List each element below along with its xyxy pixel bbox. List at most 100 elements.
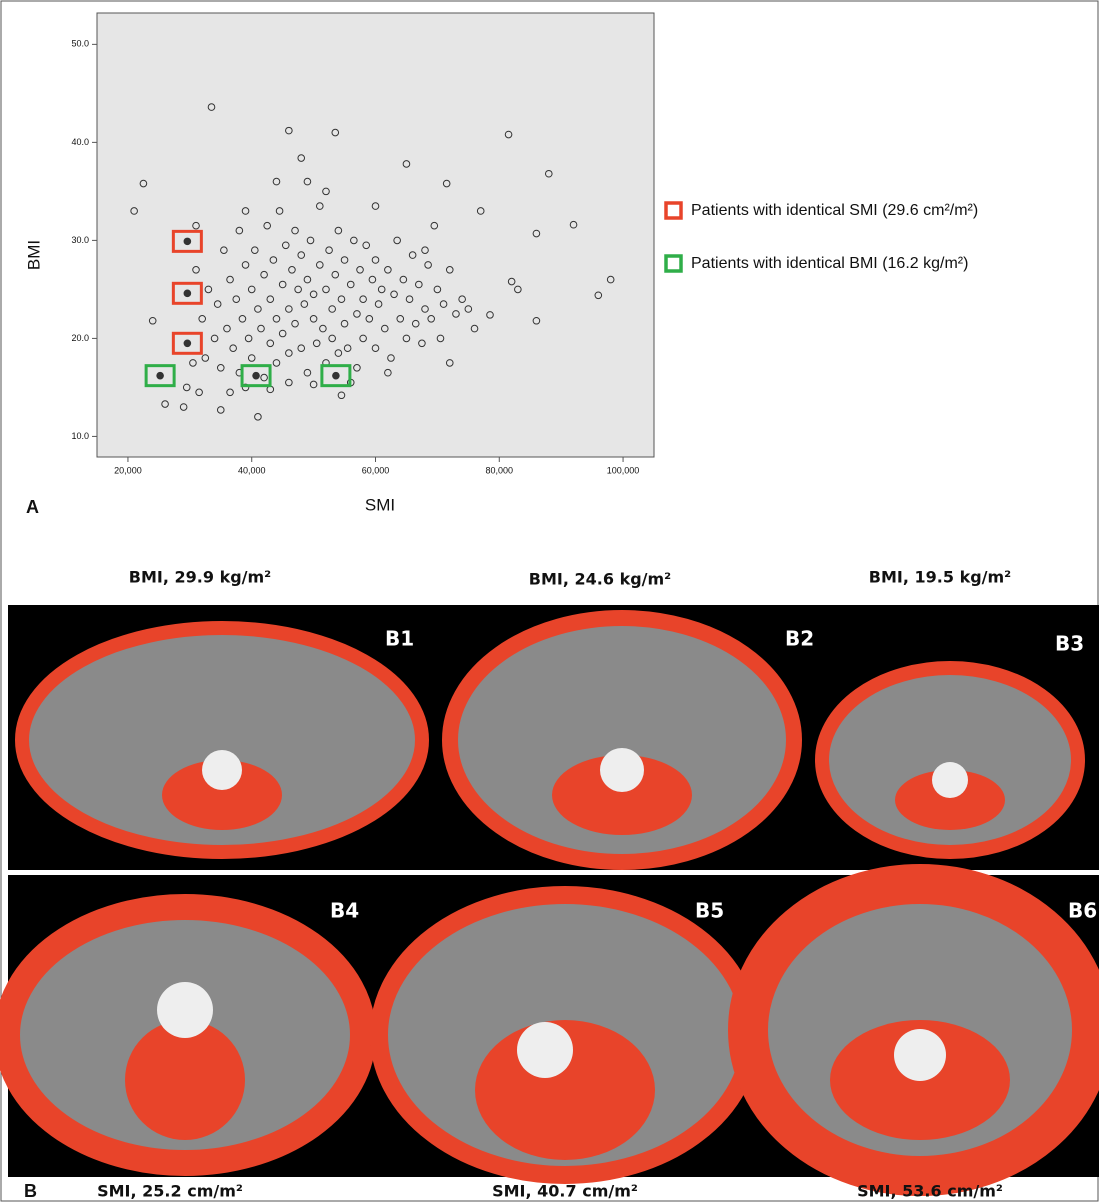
point: [377, 285, 386, 294]
ct-images: B1 B2 B3 B4 B5 B6: [0, 605, 1099, 1196]
point: [328, 334, 336, 343]
point: [368, 275, 377, 284]
point: [232, 295, 241, 303]
point: [430, 221, 439, 230]
point: [445, 359, 454, 367]
x-tick-label: 80,000: [486, 465, 514, 475]
point: [325, 246, 333, 254]
point: [442, 179, 451, 188]
point: [241, 261, 250, 269]
point: [201, 354, 210, 362]
point: [291, 226, 299, 235]
point: [182, 383, 191, 392]
point: [241, 207, 250, 215]
point: [353, 310, 361, 318]
panel-label: B: [24, 1181, 37, 1201]
point: [415, 280, 423, 289]
point: [312, 339, 321, 348]
point: [356, 265, 364, 274]
point: [405, 295, 414, 303]
point: [594, 291, 603, 300]
point: [192, 265, 200, 274]
point: [322, 187, 330, 196]
point: [346, 280, 355, 289]
point: [139, 179, 148, 188]
point: [424, 261, 432, 269]
point: [210, 334, 219, 343]
point: [380, 324, 389, 333]
point: [359, 295, 367, 303]
point: [254, 413, 262, 421]
point: [396, 315, 405, 323]
point: [452, 310, 460, 318]
image-label: B1: [385, 627, 414, 651]
point: [195, 388, 203, 397]
point: [427, 315, 436, 323]
point: [238, 315, 247, 323]
image-label: B6: [1068, 899, 1097, 923]
point: [353, 364, 361, 372]
x-tick-label: 40,000: [238, 465, 266, 475]
highlight-point: [332, 371, 340, 380]
point: [300, 300, 309, 308]
point: [439, 300, 448, 308]
point: [294, 285, 302, 294]
legend-swatch: [664, 201, 683, 220]
point: [334, 226, 343, 235]
point: [285, 378, 293, 387]
point: [399, 275, 408, 284]
point: [402, 160, 411, 168]
point: [387, 354, 395, 362]
legend-swatch: [664, 254, 683, 273]
point: [213, 300, 222, 308]
point: [476, 207, 485, 215]
point: [226, 388, 234, 397]
point: [350, 236, 358, 245]
point: [216, 364, 225, 372]
highlight-point: [183, 289, 192, 298]
y-tick-label: 50.0: [71, 39, 89, 49]
point: [433, 285, 442, 294]
point: [458, 295, 466, 303]
point: [309, 380, 318, 389]
point: [334, 349, 343, 357]
point: [254, 305, 262, 313]
point: [544, 169, 553, 178]
y-tick-label: 30.0: [71, 235, 89, 245]
point: [309, 290, 318, 299]
image-caption: BMI, 24.6 kg/m²: [529, 570, 671, 589]
highlight-point: [183, 339, 192, 348]
point: [340, 319, 349, 328]
legend-label: Patients with identical BMI (16.2 kg/m²): [691, 255, 968, 272]
point: [281, 241, 290, 250]
y-axis-label: BMI: [24, 240, 43, 270]
point: [161, 400, 169, 408]
x-tick-label: 60,000: [362, 465, 390, 475]
point: [247, 285, 256, 294]
point: [272, 177, 281, 186]
point: [371, 256, 380, 264]
point: [322, 285, 330, 294]
point: [241, 383, 250, 392]
point: [275, 207, 284, 215]
point: [260, 373, 268, 382]
point: [408, 251, 417, 259]
point: [384, 265, 392, 274]
point: [316, 261, 324, 269]
point: [328, 305, 336, 313]
point: [263, 221, 271, 230]
point: [464, 305, 473, 313]
point: [421, 305, 429, 313]
point: [272, 359, 281, 367]
x-tick-label: 20,000: [114, 465, 142, 475]
point: [445, 265, 454, 274]
point: [507, 277, 516, 286]
image-caption: BMI, 29.9 kg/m²: [129, 568, 271, 587]
point: [532, 229, 541, 238]
point: [384, 368, 392, 377]
point: [260, 270, 268, 279]
image-label: B3: [1055, 632, 1084, 656]
image-caption: SMI, 25.2 cm/m²: [97, 1182, 243, 1201]
point: [362, 241, 371, 250]
